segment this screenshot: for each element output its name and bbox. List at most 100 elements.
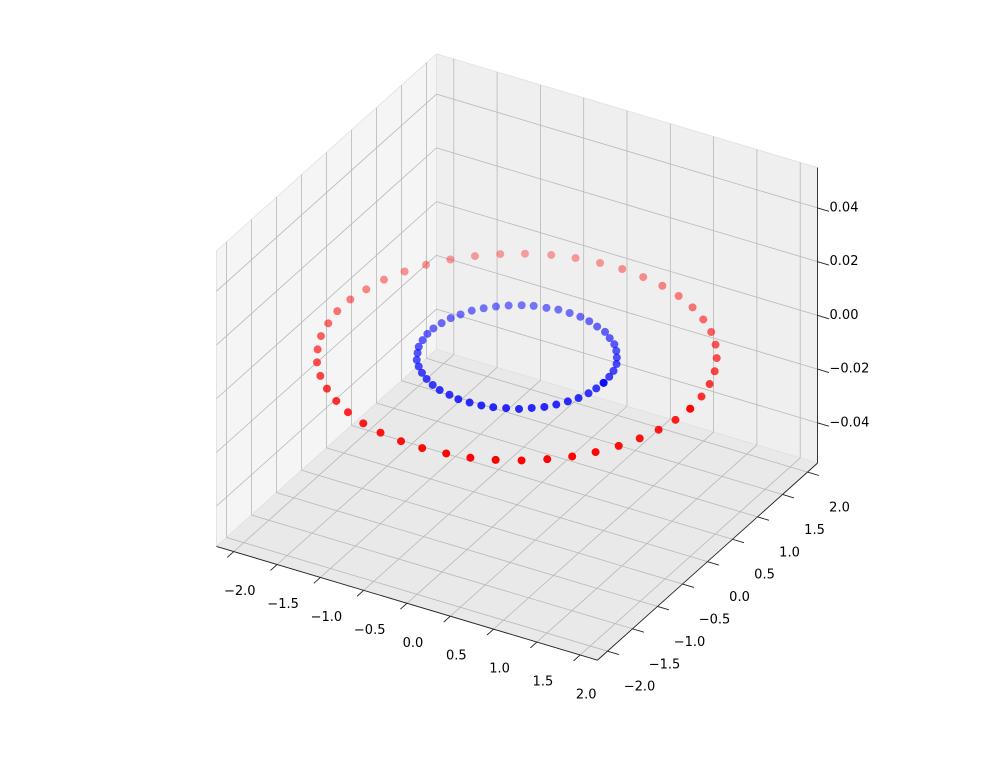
point [593,322,602,331]
point [568,452,577,461]
point [491,302,500,311]
point [699,315,708,324]
point [517,456,526,465]
y-tick-label: −2.0 [624,680,656,695]
point [362,285,371,294]
grid-line [301,469,683,585]
point [446,255,455,264]
tick-mark [807,471,820,476]
point [592,384,601,393]
point [585,317,594,326]
point [612,346,621,355]
point [520,249,529,258]
tick-mark [356,590,365,597]
tick-mark [443,615,451,623]
point [332,396,341,405]
point [711,340,720,349]
point [445,390,454,399]
grid-line [216,147,437,346]
point [576,312,585,321]
point [605,372,614,381]
tick-mark [226,551,235,558]
tick-mark [817,422,830,427]
grid-line [376,402,758,518]
grid-line [436,93,818,209]
y-tick-label: 1.0 [779,545,800,560]
z-tick-label: −0.02 [830,362,870,377]
point [479,304,488,313]
point [612,360,621,369]
point [324,319,333,328]
point [496,250,505,259]
grid-line [436,201,818,316]
point [412,355,421,364]
point [418,336,427,345]
tick-mark [657,605,670,611]
point [397,437,406,446]
point [671,415,680,424]
point [610,340,619,349]
point [414,362,423,371]
point [688,303,697,312]
tick-mark [313,577,321,584]
point [529,301,538,310]
point [658,281,667,290]
point [379,275,388,284]
point [612,353,621,362]
x-tick-label: −1.0 [311,610,343,625]
tick-mark [757,516,770,521]
tick-mark [817,368,830,373]
point [333,307,342,316]
point [442,449,451,458]
y-tick-label: −1.5 [649,657,681,672]
point [491,455,500,464]
tick-mark [682,583,695,588]
point [563,397,572,406]
point [614,441,623,450]
tick-mark [607,650,620,656]
z-tick-label: 0.04 [830,200,859,215]
grid-line [436,254,818,370]
y-axis-line [597,462,818,661]
grid-line [216,93,437,292]
point [429,324,438,333]
point [686,404,695,413]
point [571,254,580,263]
x-tick-label: −1.5 [267,597,299,612]
point [422,374,431,383]
point [504,301,513,310]
point [417,368,426,377]
point [413,348,422,357]
z-tick-label: 0.02 [830,254,859,269]
point [654,425,663,434]
tick-mark [632,628,645,633]
grid-line [351,425,733,540]
tick-mark [573,654,581,662]
x-tick-label: 0.5 [446,649,467,664]
x-tick-label: −2.0 [224,584,256,599]
point [635,434,644,443]
y-tick-label: 1.5 [804,523,825,538]
point [596,258,605,267]
point [527,403,536,412]
point [316,371,325,380]
tick-mark [782,494,795,499]
point [609,366,618,375]
point [423,329,432,338]
point [435,386,444,395]
tick-mark [707,561,720,566]
point [552,400,561,409]
tick-mark [817,261,830,266]
point [542,303,551,312]
grid-line [436,147,818,263]
point [674,292,683,300]
tick-mark [817,314,830,320]
tick-mark [486,628,494,636]
y-tick-label: 2.0 [829,501,850,516]
point [591,448,600,457]
point [547,250,556,259]
point [599,378,608,387]
grid-line [251,514,633,630]
point [477,401,486,410]
